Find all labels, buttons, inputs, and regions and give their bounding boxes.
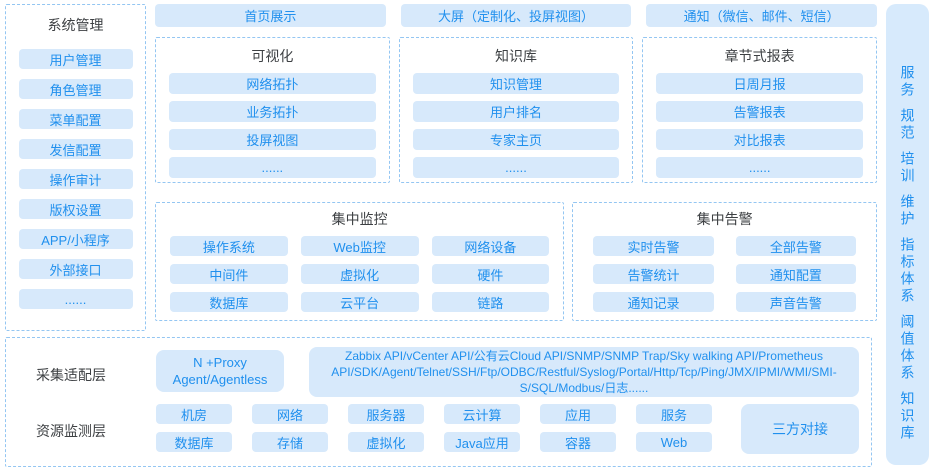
- system-management-title: 系统管理: [47, 17, 104, 33]
- report-more-button[interactable]: ......: [656, 157, 864, 178]
- chapter-reports-title: 章节式报表: [724, 48, 795, 64]
- sidebar-item-user-management[interactable]: 用户管理: [18, 49, 133, 69]
- viz-network-topology-button[interactable]: 网络拓扑: [169, 73, 376, 94]
- section-central-monitoring: 集中监控 操作系统 Web监控 网络设备 中间件 虚拟化 硬件 数据库 云平台 …: [155, 202, 565, 321]
- viz-projection-view-button[interactable]: 投屏视图: [169, 129, 376, 150]
- sidebar-item-copyright-settings[interactable]: 版权设置: [18, 199, 133, 219]
- report-comparison-report-button[interactable]: 对比报表: [656, 129, 864, 150]
- section-chapter-reports: 章节式报表 日周月报 告警报表 对比报表 ......: [642, 37, 878, 183]
- alert-notify-record-button[interactable]: 通知记录: [593, 292, 714, 312]
- strip-item-training: 培训: [899, 151, 916, 185]
- kb-expert-homepage-button[interactable]: 专家主页: [412, 129, 620, 150]
- resource-layer-label: 资源监测层: [36, 423, 106, 439]
- feature-sections-row: 可视化 网络拓扑 业务拓扑 投屏视图 ...... 知识库 知识管理 用户排名 …: [155, 37, 878, 183]
- resource-application-button[interactable]: 应用: [540, 404, 616, 424]
- sidebar-item-role-management[interactable]: 角色管理: [18, 79, 133, 99]
- resource-grid: 机房 网络 服务器 云计算 应用 服务 数据库 存储 虚拟化 Java应用 容器…: [156, 404, 712, 452]
- resource-storage-button[interactable]: 存储: [252, 432, 328, 452]
- section-knowledge-base: 知识库 知识管理 用户排名 专家主页 ......: [398, 37, 634, 183]
- alert-realtime-button[interactable]: 实时告警: [593, 236, 714, 256]
- strip-item-maintenance: 维护: [899, 194, 916, 228]
- sidebar-item-app-miniprogram[interactable]: APP/小程序: [18, 229, 133, 249]
- proxy-line1: N +Proxy: [193, 355, 247, 370]
- third-party-integration-button[interactable]: 三方对接: [741, 404, 859, 454]
- right-service-strip: 服务 规范 培训 维护 指标体系 阈值体系 知识库: [886, 4, 929, 465]
- resource-network-button[interactable]: 网络: [252, 404, 328, 424]
- sidebar-item-menu-config[interactable]: 菜单配置: [18, 109, 133, 129]
- top-button-bigscreen[interactable]: 大屏（定制化、投屏视图）: [400, 4, 632, 27]
- strip-item-standards: 规范: [899, 108, 916, 142]
- viz-business-topology-button[interactable]: 业务拓扑: [169, 101, 376, 122]
- monitor-os-button[interactable]: 操作系统: [170, 236, 288, 256]
- kb-more-button[interactable]: ......: [412, 157, 620, 178]
- central-monitoring-title: 集中监控: [331, 211, 388, 227]
- sidebar-item-external-interface[interactable]: 外部接口: [18, 259, 133, 279]
- alerting-grid: 实时告警 全部告警 告警统计 通知配置 通知记录 声音告警: [587, 236, 862, 312]
- section-central-alerting: 集中告警 实时告警 全部告警 告警统计 通知配置 通知记录 声音告警: [572, 202, 877, 321]
- resource-cloud-computing-button[interactable]: 云计算: [444, 404, 520, 424]
- monitor-link-button[interactable]: 链路: [431, 292, 550, 312]
- sidebar-item-mail-config[interactable]: 发信配置: [18, 139, 133, 159]
- monitoring-grid: 操作系统 Web监控 网络设备 中间件 虚拟化 硬件 数据库 云平台 链路: [170, 236, 550, 312]
- strip-item-service: 服务: [899, 65, 916, 99]
- monitor-middleware-button[interactable]: 中间件: [170, 264, 288, 284]
- sidebar-item-more[interactable]: ......: [18, 289, 133, 309]
- kb-user-ranking-button[interactable]: 用户排名: [412, 101, 620, 122]
- viz-more-button[interactable]: ......: [169, 157, 376, 178]
- top-button-notification[interactable]: 通知（微信、邮件、短信）: [646, 4, 878, 27]
- strip-item-threshold-system: 阈值体系: [899, 314, 916, 382]
- central-alerting-title: 集中告警: [696, 211, 753, 227]
- monitoring-alerting-row: 集中监控 操作系统 Web监控 网络设备 中间件 虚拟化 硬件 数据库 云平台 …: [155, 202, 877, 321]
- collection-resource-layers: 采集适配层 N +Proxy Agent/Agentless Zabbix AP…: [5, 337, 872, 467]
- alert-sound-button[interactable]: 声音告警: [735, 292, 856, 312]
- resource-virtualization-button[interactable]: 虚拟化: [348, 432, 424, 452]
- visualization-title: 可视化: [251, 48, 294, 64]
- resource-service-button[interactable]: 服务: [636, 404, 712, 424]
- resource-machine-room-button[interactable]: 机房: [156, 404, 232, 424]
- strip-item-metric-system: 指标体系: [899, 237, 916, 305]
- resource-server-button[interactable]: 服务器: [348, 404, 424, 424]
- monitor-hardware-button[interactable]: 硬件: [431, 264, 550, 284]
- monitor-web-button[interactable]: Web监控: [300, 236, 419, 256]
- proxy-line2: Agent/Agentless: [172, 372, 268, 387]
- proxy-agent-button[interactable]: N +Proxy Agent/Agentless: [156, 350, 284, 392]
- top-button-homepage[interactable]: 首页展示: [155, 4, 386, 27]
- system-management-panel: 系统管理 用户管理 角色管理 菜单配置 发信配置 操作审计 版权设置 APP/小…: [5, 4, 146, 331]
- report-alarm-report-button[interactable]: 告警报表: [656, 101, 864, 122]
- alert-all-button[interactable]: 全部告警: [735, 236, 856, 256]
- kb-knowledge-management-button[interactable]: 知识管理: [412, 73, 620, 94]
- report-daily-weekly-monthly-button[interactable]: 日周月报: [656, 73, 864, 94]
- section-visualization: 可视化 网络拓扑 业务拓扑 投屏视图 ......: [155, 37, 390, 183]
- alert-statistics-button[interactable]: 告警统计: [593, 264, 714, 284]
- resource-database-button[interactable]: 数据库: [156, 432, 232, 452]
- monitor-network-device-button[interactable]: 网络设备: [431, 236, 550, 256]
- adapter-layer-label: 采集适配层: [36, 367, 106, 383]
- knowledge-base-title: 知识库: [495, 48, 537, 64]
- monitor-virtualization-button[interactable]: 虚拟化: [300, 264, 419, 284]
- top-button-row: 首页展示 大屏（定制化、投屏视图） 通知（微信、邮件、短信）: [155, 4, 878, 27]
- alert-notify-config-button[interactable]: 通知配置: [735, 264, 856, 284]
- resource-java-app-button[interactable]: Java应用: [444, 432, 520, 452]
- resource-web-button[interactable]: Web: [636, 432, 712, 452]
- resource-container-button[interactable]: 容器: [540, 432, 616, 452]
- api-protocols-box: Zabbix API/vCenter API/公有云Cloud API/SNMP…: [309, 347, 859, 397]
- strip-item-knowledge-base: 知识库: [899, 391, 916, 442]
- monitor-cloud-platform-button[interactable]: 云平台: [300, 292, 419, 312]
- monitor-database-button[interactable]: 数据库: [170, 292, 288, 312]
- sidebar-item-operation-audit[interactable]: 操作审计: [18, 169, 133, 189]
